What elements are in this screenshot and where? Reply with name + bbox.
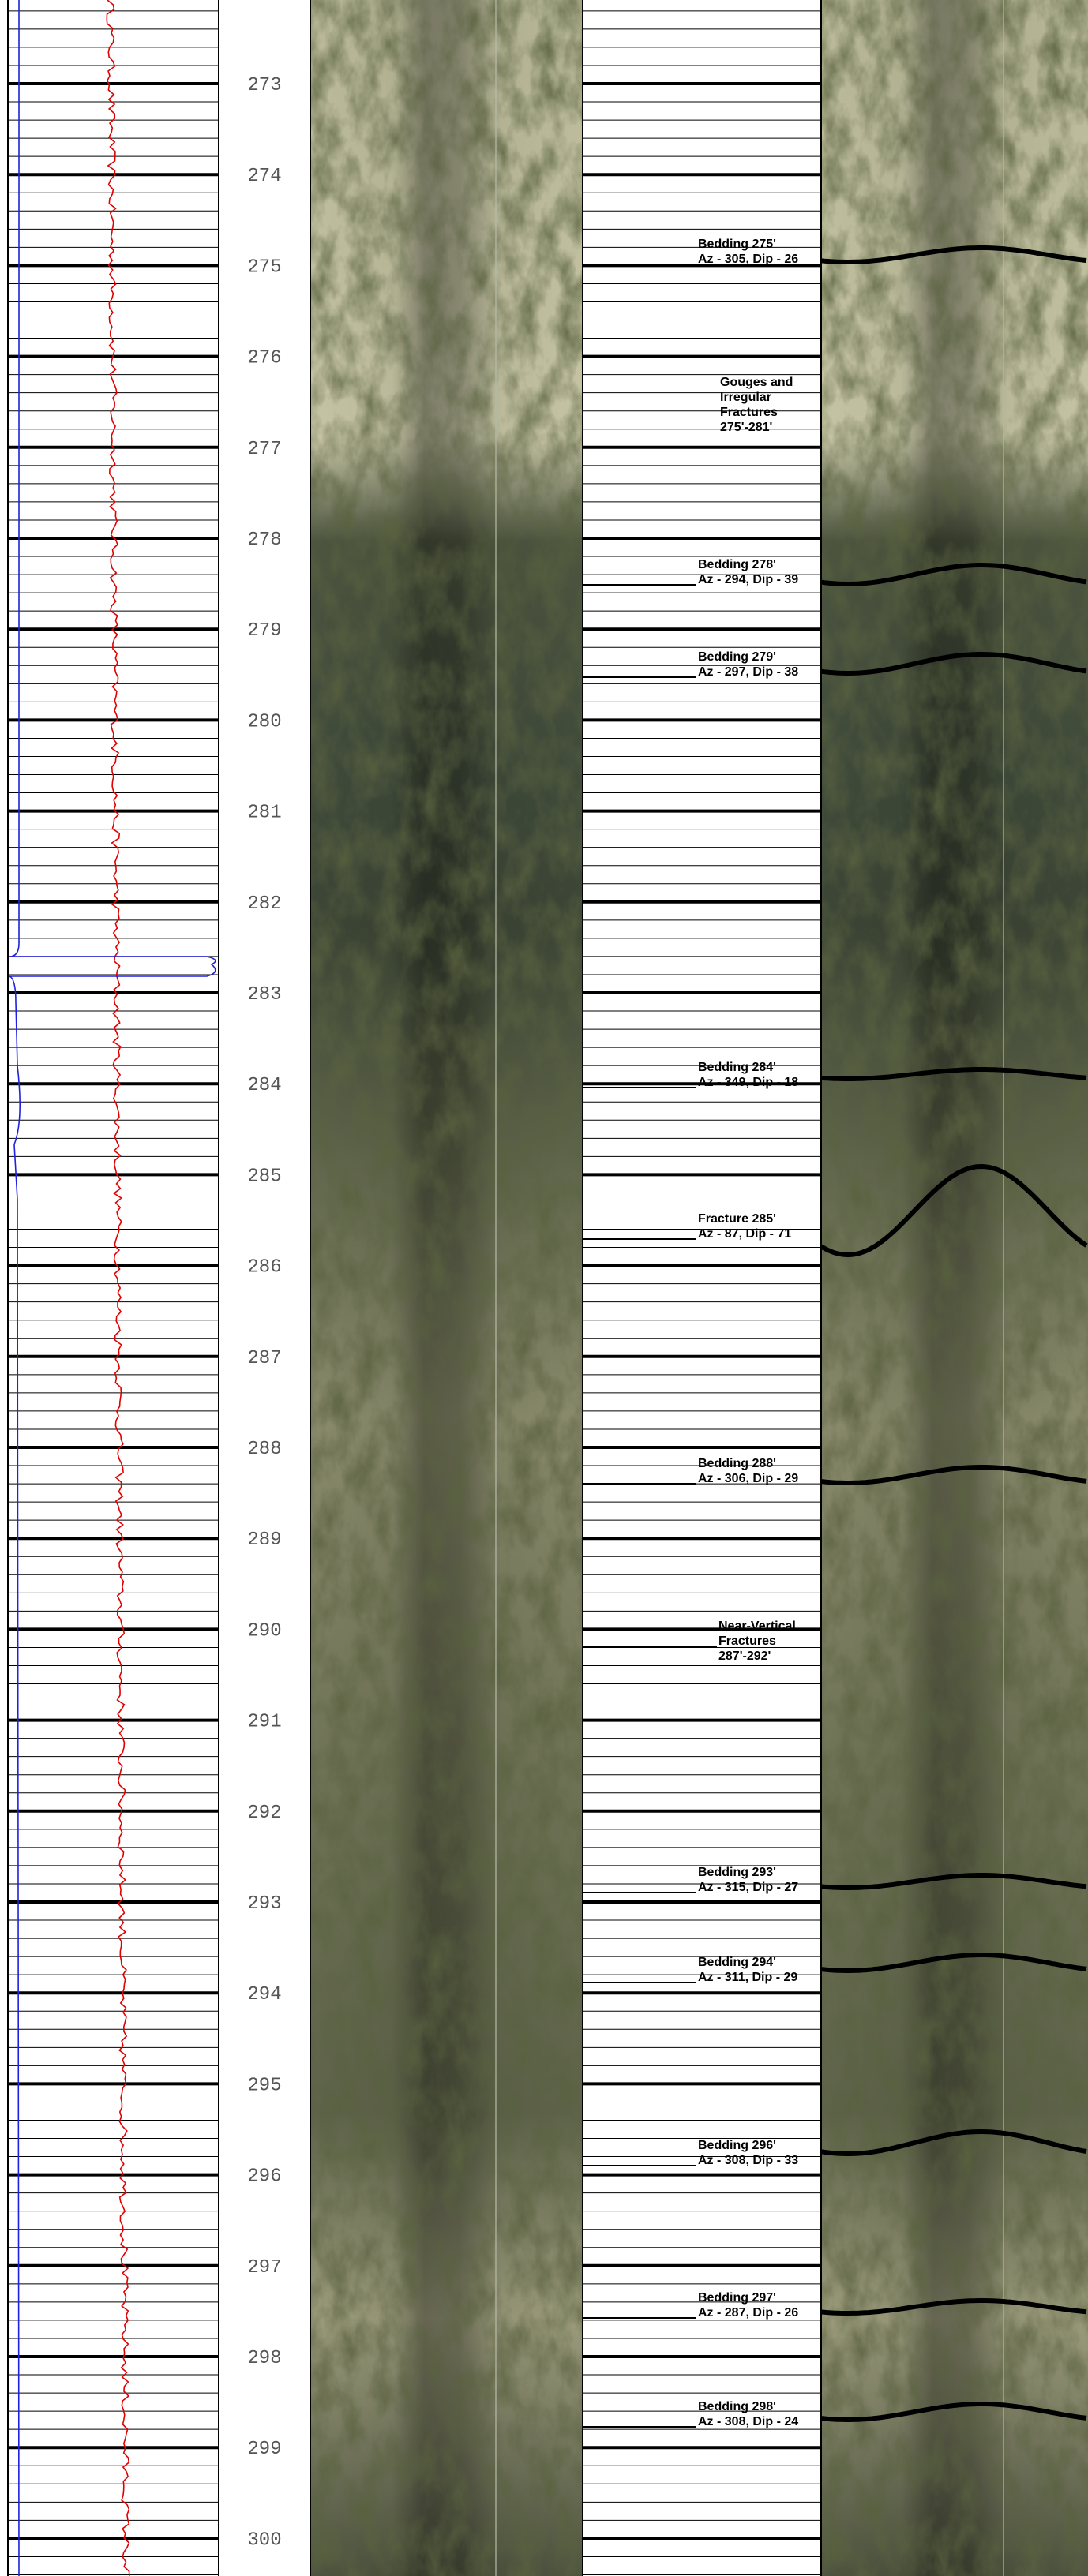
annotation-text: Near-Vertical: [718, 1619, 796, 1633]
depth-label: 295: [247, 2075, 281, 2096]
annotation-text: Az - 308, Dip - 33: [698, 2154, 798, 2167]
depth-labels: 272 273 274 275 276 277 278 279 280 281 282 283 284 2…: [247, 0, 281, 2551]
depth-label: 296: [247, 2166, 281, 2188]
annotations: Bedding 275' Az - 305, Dip - 26 Gouges and…: [583, 238, 798, 2428]
core-image-unrolled: [821, 0, 1088, 2576]
annotation-text: Bedding 297': [698, 2291, 776, 2305]
depth-label: 283: [247, 984, 281, 1005]
depth-label: 290: [247, 1620, 281, 1642]
depth-label: 298: [247, 2348, 281, 2369]
caliper-curve: [9, 0, 216, 2576]
annotation-text: Az - 287, Dip - 26: [698, 2306, 798, 2320]
annotation-text: Irregular: [720, 391, 771, 404]
depth-label: 274: [247, 166, 281, 187]
depth-label: 291: [247, 1712, 281, 1733]
annotation-text: Az - 311, Dip - 29: [698, 1971, 797, 1984]
annotation-text: Bedding 298': [698, 2400, 776, 2413]
annotation-text: Bedding 278': [698, 558, 776, 571]
annotation-text: Bedding 296': [698, 2139, 776, 2152]
curves: [9, 0, 216, 2576]
depth-label: 286: [247, 1257, 281, 1279]
annotation-text: Az - 349, Dip - 18: [698, 1076, 798, 1089]
depth-label: 288: [247, 1439, 281, 1460]
depth-label: 276: [247, 348, 281, 369]
annotation-text: Az - 294, Dip - 39: [698, 573, 798, 586]
depth-label: 278: [247, 530, 281, 551]
page: 272 273 274 275 276 277 278 279 280 281 282 283 284 2…: [0, 0, 1088, 2576]
depth-label: 289: [247, 1530, 281, 1551]
annotation-text: 275'-281': [720, 421, 772, 434]
annotation-text: Bedding 294': [698, 1956, 776, 1969]
depth-label: 272: [247, 0, 281, 6]
depth-label: 282: [247, 893, 281, 915]
depth-label: 281: [247, 803, 281, 824]
annotation-text: Bedding 284': [698, 1061, 776, 1074]
depth-label: 277: [247, 439, 281, 460]
annotation-text: Az - 306, Dip - 29: [698, 1472, 798, 1485]
annotation-text: Az - 87, Dip - 71: [698, 1227, 791, 1241]
depth-label: 275: [247, 256, 281, 278]
annotation-text: Fractures: [720, 406, 778, 419]
depth-label: 297: [247, 2257, 281, 2278]
borehole-log: 272 273 274 275 276 277 278 279 280 281 282 283 284 2…: [0, 0, 1088, 2576]
annotation-text: Fractures: [718, 1634, 776, 1648]
depth-label: 294: [247, 1984, 281, 2005]
gamma-curve: [107, 0, 129, 2576]
depth-label: 300: [247, 2529, 281, 2551]
annotation-text: Gouges and: [720, 376, 793, 389]
depth-label: 285: [247, 1166, 281, 1187]
annotation-text: Az - 305, Dip - 26: [698, 253, 798, 266]
annotation-text: Bedding 275': [698, 238, 776, 251]
annotation-text: 287'-292': [718, 1649, 771, 1663]
annotation-text: Az - 315, Dip - 27: [698, 1881, 798, 1894]
depth-label: 280: [247, 711, 281, 732]
depth-label: 293: [247, 1893, 281, 1915]
depth-label: 273: [247, 75, 281, 96]
depth-label: 279: [247, 620, 281, 642]
depth-label: 287: [247, 1348, 281, 1369]
annotation-text: Fracture 285': [698, 1212, 776, 1226]
depth-label: 299: [247, 2439, 281, 2460]
annotation-text: Bedding 288': [698, 1457, 776, 1470]
annotation-text: Az - 308, Dip - 24: [698, 2415, 798, 2428]
annotation-text: Bedding 279': [698, 650, 776, 664]
annotation-text: Az - 297, Dip - 38: [698, 665, 798, 679]
depth-label: 284: [247, 1075, 281, 1096]
depth-label: 292: [247, 1803, 281, 1824]
core-image: [310, 0, 582, 2576]
annotation-text: Bedding 293': [698, 1866, 776, 1879]
